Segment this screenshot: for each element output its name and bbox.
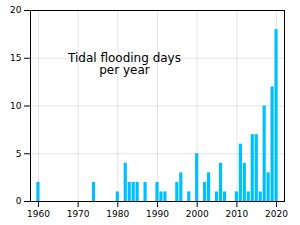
- svg-text:5: 5: [16, 149, 22, 159]
- svg-text:15: 15: [10, 53, 21, 63]
- svg-text:1970: 1970: [67, 209, 90, 219]
- svg-text:1980: 1980: [106, 209, 129, 219]
- svg-text:2010: 2010: [225, 209, 248, 219]
- svg-text:2020: 2020: [265, 209, 288, 219]
- svg-text:0: 0: [16, 196, 22, 206]
- svg-text:1990: 1990: [146, 209, 169, 219]
- svg-text:Tidal flooding daysper year: Tidal flooding daysper year: [67, 51, 181, 77]
- svg-text:10: 10: [10, 101, 22, 111]
- svg-text:20: 20: [10, 5, 22, 15]
- svg-text:1960: 1960: [27, 209, 50, 219]
- svg-text:2000: 2000: [186, 209, 209, 219]
